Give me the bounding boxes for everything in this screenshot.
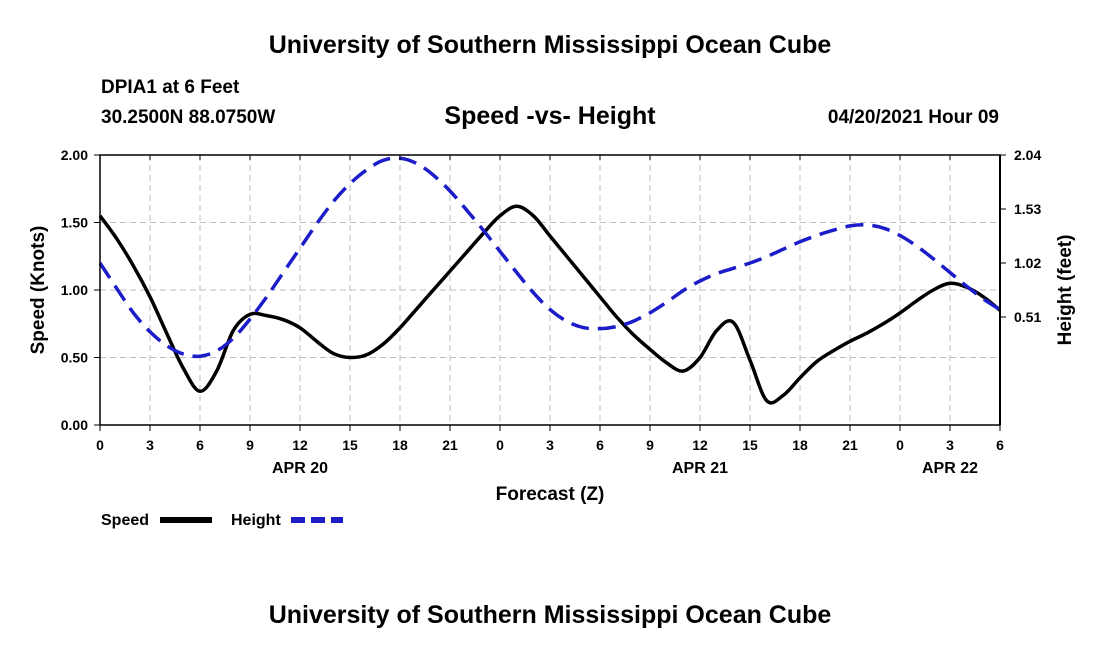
footer-title: University of Southern Mississippi Ocean… <box>268 601 832 629</box>
x-tick-label: 12 <box>692 437 708 453</box>
left-tick-label: 1.50 <box>61 215 88 231</box>
page-title: University of Southern Mississippi Ocean… <box>268 31 832 59</box>
x-tick-label: 0 <box>96 437 104 453</box>
legend-label-speed: Speed <box>101 512 149 529</box>
station-coordinates: 30.2500N 88.0750W <box>101 107 276 128</box>
x-tick-label: 6 <box>196 437 204 453</box>
x-tick-label: 3 <box>146 437 154 453</box>
x-tick-label: 6 <box>596 437 604 453</box>
grid-lines <box>100 155 1000 425</box>
left-tick-label: 1.00 <box>61 282 88 298</box>
right-tick-label: 1.53 <box>1014 201 1041 217</box>
x-tick-label: 6 <box>996 437 1004 453</box>
left-tick-label: 0.00 <box>61 417 88 433</box>
y-axis-label-right: Height (feet) <box>1055 235 1076 346</box>
legend: Speed Height <box>101 512 343 529</box>
date-label: APR 20 <box>272 460 328 477</box>
chart-title: Speed -vs- Height <box>444 102 656 130</box>
x-tick-label: 12 <box>292 437 308 453</box>
series-layer <box>98 156 1002 405</box>
date-label: APR 22 <box>922 460 978 477</box>
x-tick-label: 9 <box>646 437 654 453</box>
x-tick-label: 15 <box>342 437 358 453</box>
x-tick-label: 18 <box>792 437 808 453</box>
date-label: APR 21 <box>672 460 728 477</box>
x-tick-label: 9 <box>246 437 254 453</box>
x-tick-label: 3 <box>546 437 554 453</box>
y-axis-label-left: Speed (Knots) <box>28 226 49 355</box>
right-tick-label: 1.02 <box>1014 255 1041 271</box>
series-height-line <box>98 156 1001 359</box>
right-tick-label: 0.51 <box>1014 309 1041 325</box>
x-tick-label: 3 <box>946 437 954 453</box>
x-tick-label: 0 <box>896 437 904 453</box>
legend-label-height: Height <box>231 512 281 529</box>
axis-ticks: 0 3 6 9 12 15 18 21 0 3 6 9 12 15 18 21 0 3 6 APR 20 APR 21 A… <box>61 147 1042 477</box>
forecast-datetime: 04/20/2021 Hour 09 <box>827 107 999 128</box>
x-tick-label: 21 <box>842 437 858 453</box>
series-speed-line <box>98 204 1002 405</box>
x-axis-label: Forecast (Z) <box>496 484 605 505</box>
left-tick-label: 2.00 <box>61 147 88 163</box>
left-tick-label: 0.50 <box>61 350 88 366</box>
x-tick-label: 15 <box>742 437 758 453</box>
x-tick-label: 21 <box>442 437 458 453</box>
x-tick-label: 18 <box>392 437 408 453</box>
x-tick-label: 0 <box>496 437 504 453</box>
station-label: DPIA1 at 6 Feet <box>101 77 240 98</box>
right-tick-label: 2.04 <box>1014 147 1041 163</box>
